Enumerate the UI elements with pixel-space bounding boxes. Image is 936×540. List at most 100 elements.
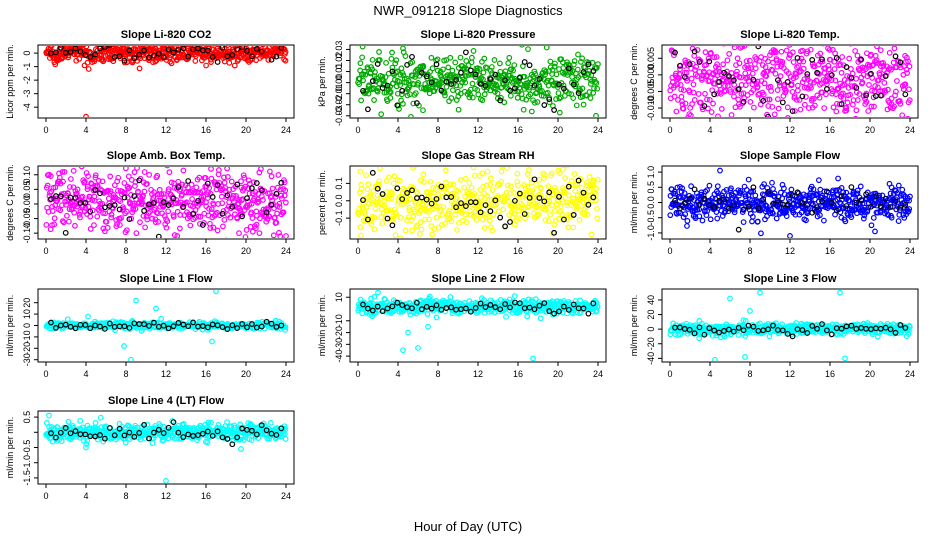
data-point <box>241 174 248 181</box>
x-tick-label: 16 <box>513 125 523 135</box>
data-point <box>358 181 365 188</box>
data-point <box>107 188 114 195</box>
x-tick-label: 8 <box>747 246 752 256</box>
data-point <box>218 193 225 200</box>
x-tick-label: 0 <box>667 125 672 135</box>
hourly-point <box>873 193 879 200</box>
hourly-point <box>819 56 825 63</box>
data-point <box>457 54 464 61</box>
outlier-point <box>425 323 431 330</box>
data-point <box>207 225 214 231</box>
data-point <box>904 70 910 76</box>
data-point <box>388 55 395 62</box>
data-point <box>125 185 132 192</box>
data-point <box>682 57 689 64</box>
outlier-point <box>593 112 599 117</box>
data-point <box>820 203 826 210</box>
data-point <box>57 207 64 214</box>
x-tick-label: 12 <box>785 125 795 135</box>
data-point <box>710 100 716 107</box>
data-point <box>815 177 822 184</box>
data-point <box>81 178 88 185</box>
data-point <box>543 46 550 51</box>
data-point <box>445 210 452 217</box>
data-point <box>108 211 115 218</box>
data-point <box>575 51 581 58</box>
data-point <box>713 209 720 215</box>
data-point <box>793 96 800 103</box>
data-point <box>677 66 683 73</box>
hourly-point <box>843 64 850 70</box>
hourly-point <box>575 177 582 184</box>
hourly-point <box>526 304 533 311</box>
data-point <box>180 167 187 174</box>
data-point <box>691 97 698 103</box>
hourly-point <box>677 62 683 69</box>
hourly-point <box>771 41 776 46</box>
x-tick-label: 24 <box>905 369 915 379</box>
data-point <box>907 193 913 200</box>
data-point <box>540 157 545 162</box>
hourly-point <box>360 197 366 204</box>
hourly-point <box>180 46 187 52</box>
hourly-point <box>273 53 280 60</box>
data-point <box>504 182 511 189</box>
hourly-point <box>369 307 376 314</box>
data-point <box>480 76 486 83</box>
y-tick-label: -0.5 <box>646 210 656 226</box>
data-point <box>376 167 383 172</box>
data-point <box>475 91 482 98</box>
hourly-point <box>418 194 425 201</box>
data-point <box>843 104 850 111</box>
outlier-point <box>410 167 416 171</box>
data-point <box>362 71 369 78</box>
data-point <box>558 203 564 210</box>
data-point <box>74 186 81 193</box>
data-point <box>358 97 365 104</box>
hourly-point <box>365 305 371 312</box>
outlier-point <box>400 347 406 354</box>
data-point <box>566 192 572 199</box>
hourly-point <box>57 46 64 51</box>
hourly-point <box>551 107 557 113</box>
data-point <box>61 46 67 48</box>
hourly-point <box>706 202 713 209</box>
hourly-point <box>838 193 845 200</box>
data-point <box>168 46 174 49</box>
data-point <box>856 67 863 74</box>
y-tick-label: -40 <box>334 350 344 363</box>
data-point <box>133 230 140 237</box>
data-point <box>66 184 73 190</box>
data-point <box>579 85 586 92</box>
data-point <box>402 53 409 59</box>
data-point <box>564 199 570 206</box>
data-point <box>564 72 571 78</box>
x-tick-label: 16 <box>513 246 523 256</box>
data-point <box>488 224 494 231</box>
data-point <box>234 215 241 222</box>
data-point <box>359 46 366 50</box>
data-point <box>417 219 424 226</box>
data-point <box>56 174 63 181</box>
y-tick-label: 1.0 <box>646 166 656 179</box>
hourly-point <box>482 82 489 89</box>
data-point <box>553 96 559 102</box>
data-point <box>765 58 771 65</box>
data-point <box>735 96 742 103</box>
data-point <box>135 188 141 195</box>
data-point <box>278 192 285 199</box>
data-point <box>524 313 531 320</box>
hourly-point <box>389 303 396 310</box>
data-point <box>420 63 427 70</box>
data-point <box>571 171 578 177</box>
data-point <box>807 121 812 126</box>
outlier-point <box>872 228 878 235</box>
data-point <box>426 216 432 223</box>
data-point <box>800 58 807 65</box>
data-point <box>126 184 133 191</box>
data-point <box>839 54 846 60</box>
data-point <box>447 294 454 300</box>
